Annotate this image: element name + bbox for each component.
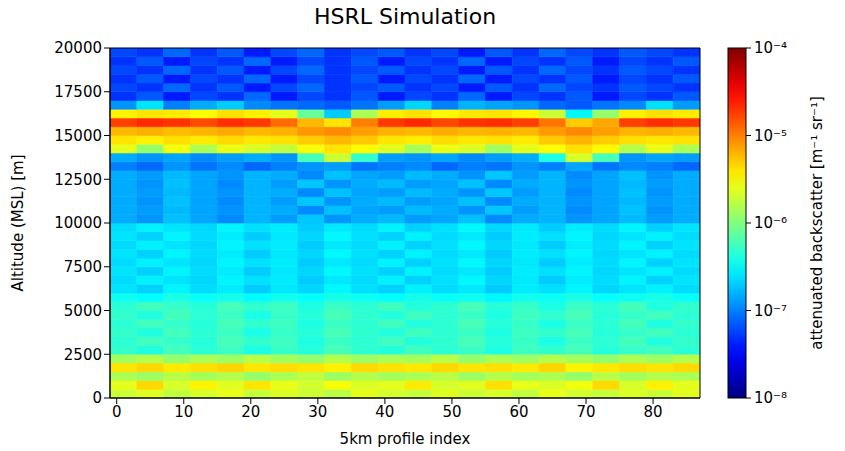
svg-text:Altitude (MSL) [m]: Altitude (MSL) [m] — [9, 155, 27, 292]
svg-text:80: 80 — [644, 403, 663, 421]
svg-text:10⁻⁸: 10⁻⁸ — [754, 389, 787, 407]
svg-text:attenuated backscatter [m⁻¹ sr: attenuated backscatter [m⁻¹ sr⁻¹] — [808, 96, 826, 350]
svg-text:20000: 20000 — [54, 39, 102, 57]
svg-text:12500: 12500 — [54, 171, 102, 189]
svg-text:10⁻⁴: 10⁻⁴ — [754, 39, 787, 57]
svg-text:2500: 2500 — [64, 346, 102, 364]
svg-text:30: 30 — [308, 403, 327, 421]
svg-text:10⁻⁷: 10⁻⁷ — [754, 302, 787, 320]
svg-text:15000: 15000 — [54, 127, 102, 145]
svg-text:0: 0 — [92, 389, 102, 407]
svg-text:17500: 17500 — [54, 83, 102, 101]
svg-text:60: 60 — [509, 403, 528, 421]
svg-text:40: 40 — [375, 403, 394, 421]
svg-text:10⁻⁶: 10⁻⁶ — [754, 214, 787, 232]
svg-text:70: 70 — [576, 403, 595, 421]
svg-text:5000: 5000 — [64, 302, 102, 320]
svg-text:7500: 7500 — [64, 258, 102, 276]
html-text:HSRL Simulation: HSRL Simulation — [313, 4, 497, 29]
svg-text:10⁻⁵: 10⁻⁵ — [754, 127, 787, 145]
svg-text:5km profile index: 5km profile index — [340, 430, 471, 448]
svg-text:0: 0 — [112, 403, 122, 421]
svg-text:20: 20 — [241, 403, 260, 421]
svg-text:10000: 10000 — [54, 214, 102, 232]
svg-text:50: 50 — [442, 403, 461, 421]
svg-text:10: 10 — [174, 403, 193, 421]
